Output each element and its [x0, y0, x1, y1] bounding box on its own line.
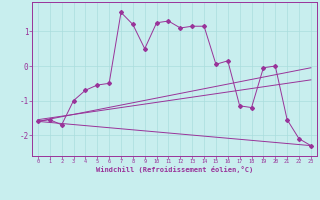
- X-axis label: Windchill (Refroidissement éolien,°C): Windchill (Refroidissement éolien,°C): [96, 166, 253, 173]
